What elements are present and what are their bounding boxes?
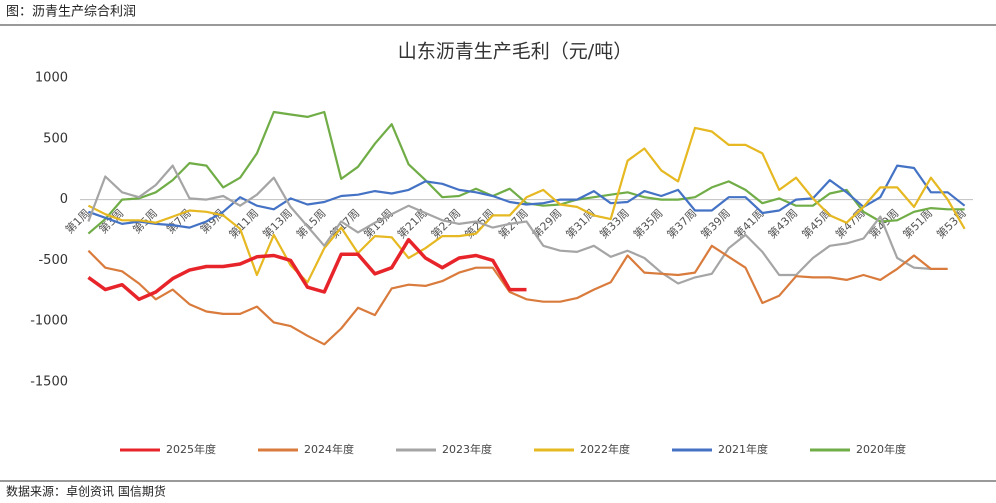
x-tick-label: 第33周 xyxy=(596,206,631,241)
y-tick-label: 500 xyxy=(43,131,68,146)
legend-label: 2020年度 xyxy=(856,442,906,456)
y-tick-label: -1000 xyxy=(30,314,68,329)
series-line xyxy=(87,126,966,284)
x-tick-label: 第13周 xyxy=(260,206,295,241)
header: 图：沥青生产综合利润 xyxy=(6,5,136,20)
legend-label: 2024年度 xyxy=(304,442,354,456)
series-line xyxy=(87,237,527,302)
x-tick-label: 第53周 xyxy=(933,206,968,241)
legend-label: 2022年度 xyxy=(580,442,630,456)
series-line xyxy=(87,110,965,235)
x-tick-label: 第45周 xyxy=(799,206,834,241)
series-line xyxy=(87,164,931,285)
y-tick-label: -1500 xyxy=(30,375,68,390)
x-tick-label: 第15周 xyxy=(293,206,328,241)
x-tick-label: 第29周 xyxy=(529,206,564,241)
x-tick-label: 第35周 xyxy=(630,206,665,241)
x-tick-label: 第37周 xyxy=(664,206,699,241)
x-tick-label: 第31周 xyxy=(563,206,598,241)
series-line xyxy=(87,244,948,346)
y-tick-label: 0 xyxy=(60,192,68,207)
legend-label: 2025年度 xyxy=(166,442,216,456)
legend-label: 2023年度 xyxy=(442,442,492,456)
chart-title: 山东沥青生产毛利（元/吨） xyxy=(398,41,632,63)
source: 数据来源：卓创资讯 国信期货 xyxy=(6,484,166,499)
y-tick-label: -500 xyxy=(38,253,68,268)
y-tick-label: 1000 xyxy=(35,71,68,86)
legend-label: 2021年度 xyxy=(718,442,768,456)
